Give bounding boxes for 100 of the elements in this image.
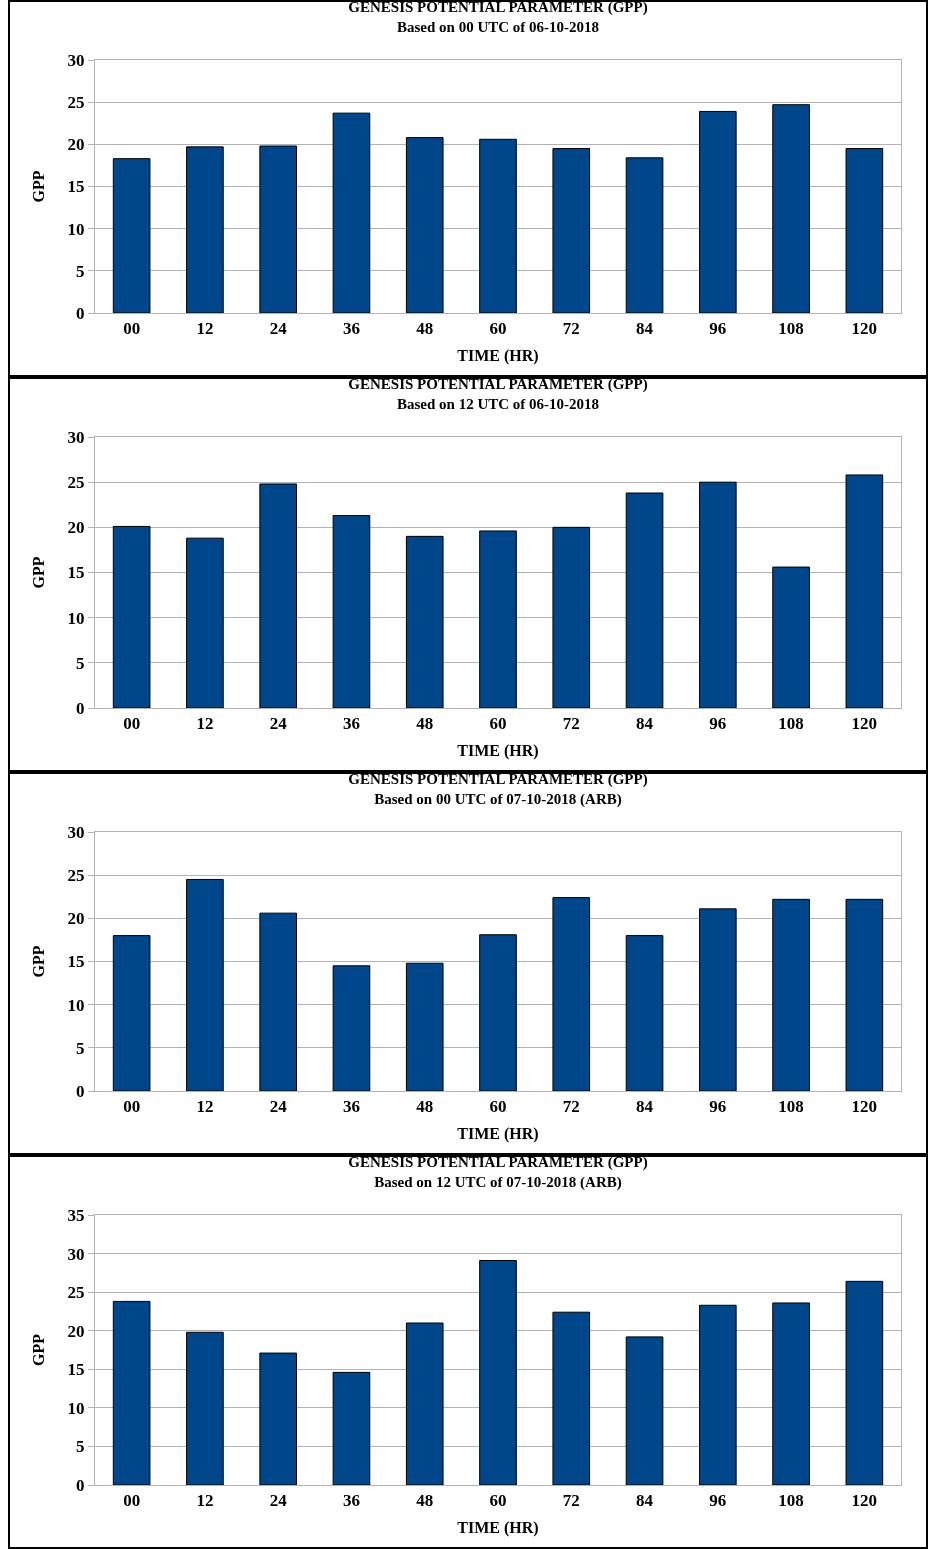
x-tick-label: 24 [269,1491,288,1511]
bar [552,1311,591,1485]
y-tick-label: 15 [67,952,85,972]
bar [625,157,664,313]
bar [405,137,444,313]
y-axis-title: GPP [30,945,48,978]
x-tick-label: 36 [342,1097,360,1117]
x-tick-label: 84 [636,1491,654,1511]
bar [699,908,737,1091]
y-tick-label: 10 [67,608,85,628]
bar [845,898,884,1091]
bar [479,1260,517,1485]
x-axis-title: TIME (HR) [457,1519,539,1538]
x-tick-label: 108 [778,319,804,339]
chart-title: GENESIS POTENTIAL PARAMETER (GPP) [348,1154,648,1171]
bar [699,481,737,708]
y-tick-label: 10 [67,219,85,239]
bar [259,912,297,1091]
x-tick-label: 48 [416,1097,434,1117]
y-tick-label: 5 [76,261,85,281]
x-axis-title: TIME (HR) [457,742,539,761]
x-axis-title: TIME (HR) [457,347,539,366]
y-tick-label: 25 [67,1283,85,1303]
x-tick-label: 36 [342,1491,360,1511]
y-axis-title: GPP [30,556,48,589]
y-tick-label: 35 [67,1205,85,1225]
x-tick-label: 96 [709,319,727,339]
x-tick-label: 00 [123,319,141,339]
bar [772,898,810,1091]
y-axis-title: GPP [30,1333,48,1366]
x-tick-label: 84 [636,319,654,339]
y-tick-label: 25 [67,866,85,886]
y-tick-label: 30 [67,50,85,70]
x-tick-label: 48 [416,1491,434,1511]
x-tick-label: 84 [636,1097,654,1117]
chart-subtitle: Based on 00 UTC of 07-10-2018 (ARB) [374,790,622,808]
bar [332,112,371,313]
y-tick-label: 0 [76,1081,85,1101]
y-tick-label: 0 [76,698,85,718]
y-tick-label: 25 [67,93,85,113]
bar [699,1304,737,1485]
x-tick-label: 72 [562,1097,580,1117]
bar [186,146,224,313]
y-tick-label: 30 [67,822,85,842]
x-tick-label: 36 [342,714,360,734]
bar [186,537,224,708]
bar [845,148,884,313]
y-tick-label: 20 [67,909,85,929]
y-axis-title: GPP [30,170,48,203]
bar [625,1336,664,1485]
bar [332,1371,371,1485]
bar [845,474,884,708]
y-tick-label: 20 [67,135,85,155]
chart-subtitle: Based on 00 UTC of 06-10-2018 [396,18,600,35]
x-tick-label: 96 [709,1491,727,1511]
x-tick-label: 00 [123,1491,141,1511]
y-tick-label: 25 [67,473,85,493]
bar [699,110,737,313]
bar [552,897,591,1091]
bar [259,483,297,708]
x-tick-label: 72 [562,319,580,339]
y-tick-label: 30 [67,427,85,447]
bar [405,1322,444,1485]
y-tick-label: 15 [67,563,85,583]
x-tick-label: 12 [196,714,214,734]
x-tick-label: 84 [636,714,654,734]
x-tick-label: 96 [709,714,727,734]
x-tick-label: 108 [778,1097,804,1117]
y-tick-label: 5 [76,1437,85,1457]
x-tick-label: 60 [489,1491,507,1511]
x-tick-label: 12 [196,1491,214,1511]
x-tick-label: 108 [778,1491,804,1511]
x-tick-label: 60 [489,319,507,339]
x-tick-label: 72 [562,714,580,734]
chart-title: GENESIS POTENTIAL PARAMETER (GPP) [348,771,648,788]
bar [625,492,664,708]
x-tick-label: 36 [342,319,360,339]
bar [772,104,810,313]
chart-subtitle: Based on 12 UTC of 06-10-2018 [396,395,600,412]
y-tick-label: 0 [76,1475,85,1495]
x-axis-title: TIME (HR) [457,1125,539,1144]
bar [772,566,810,708]
x-tick-label: 48 [416,319,434,339]
chart-title: GENESIS POTENTIAL PARAMETER (GPP) [348,376,648,393]
bar [552,526,591,708]
bar [479,934,517,1091]
bar [259,1352,297,1485]
y-tick-label: 15 [67,177,85,197]
chart-subtitle: Based on 12 UTC of 07-10-2018 (ARB) [374,1173,622,1191]
bar [845,1280,884,1485]
bar [332,965,371,1091]
x-tick-label: 108 [778,714,804,734]
y-tick-label: 10 [67,995,85,1015]
bar [112,158,151,313]
x-tick-label: 12 [196,319,214,339]
bar [112,525,151,708]
bar [332,515,371,708]
x-tick-label: 96 [709,1097,727,1117]
y-tick-label: 30 [67,1244,85,1264]
bar [186,878,224,1091]
